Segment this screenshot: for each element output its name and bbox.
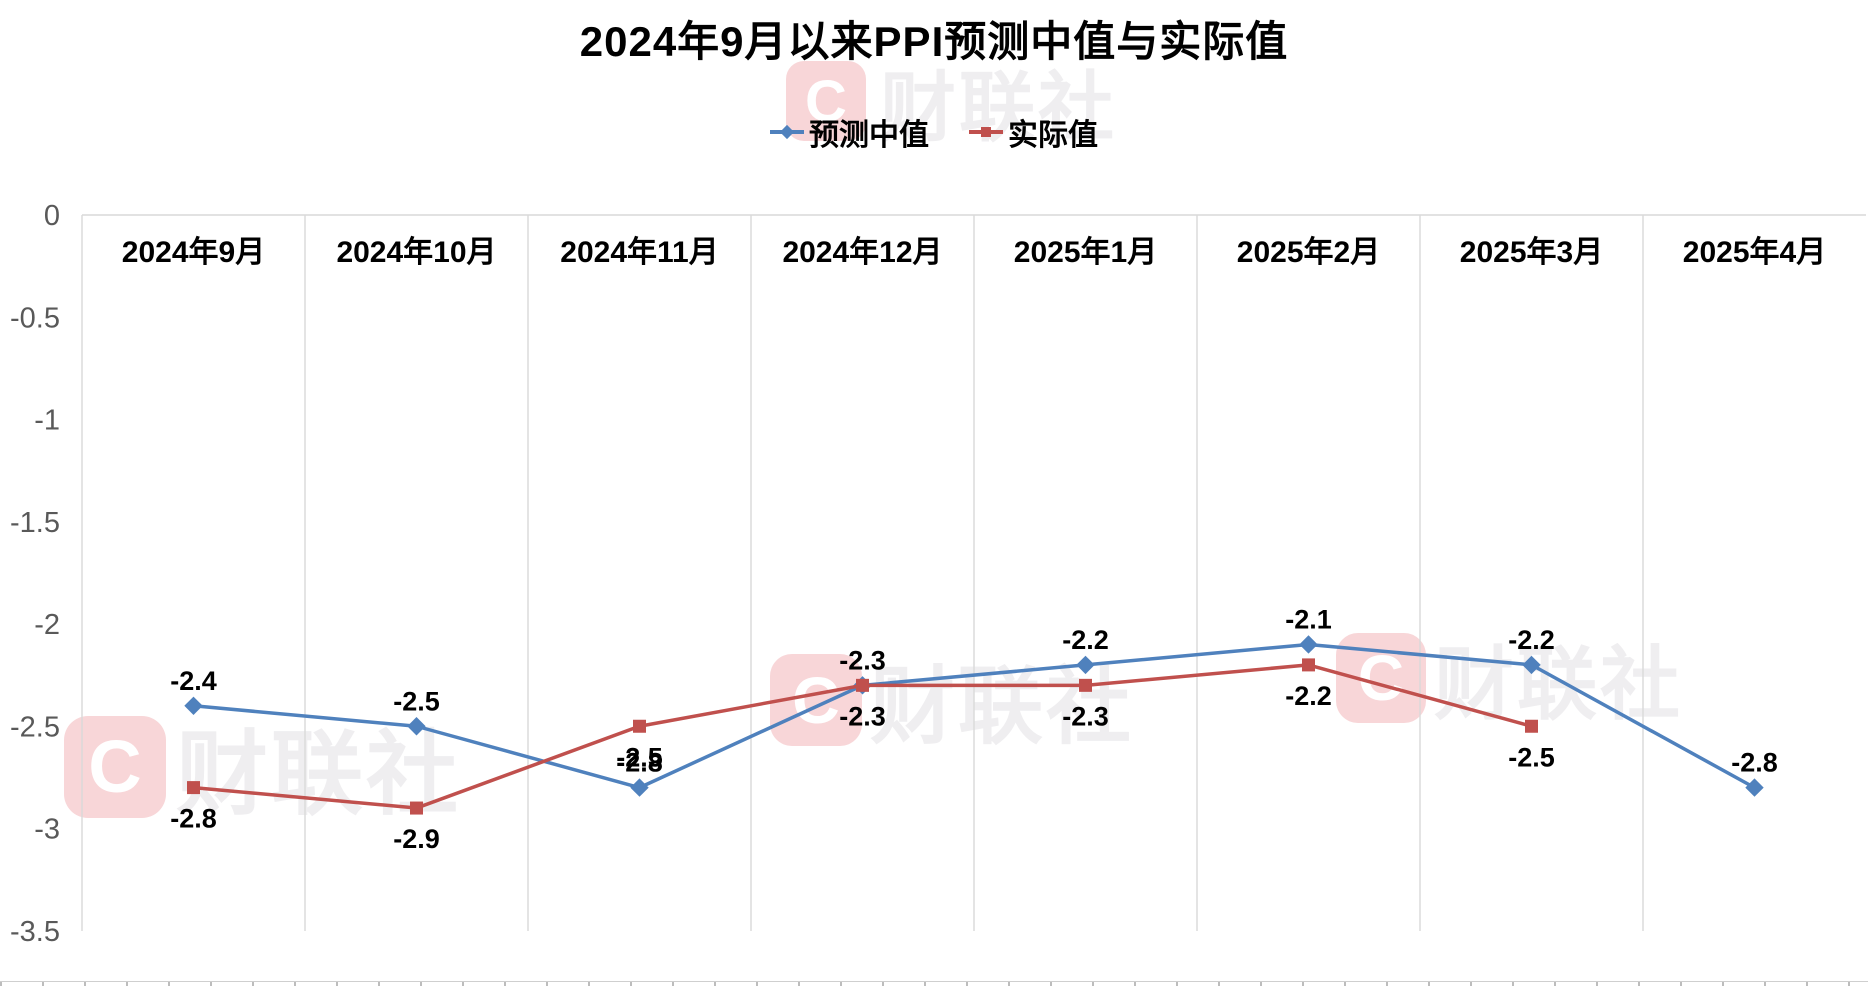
data-label: -2.1 — [1285, 604, 1332, 634]
category-label: 2025年2月 — [1237, 236, 1380, 269]
data-point-marker — [187, 781, 200, 795]
y-axis-tick-labels: 0 -0.5 -1 -1.5 -2 -2.5 -3 -3.5 — [10, 200, 60, 948]
legend-item-forecast: 预测中值 — [770, 110, 929, 154]
legend-item-actual: 实际值 — [969, 110, 1098, 154]
chart-legend: 预测中值 实际值 — [0, 112, 1868, 152]
data-point-marker — [1522, 655, 1541, 675]
data-label: -2.2 — [1285, 681, 1332, 711]
category-label: 2025年3月 — [1460, 236, 1603, 269]
series-预测中值: -2.4-2.5-2.8-2.3-2.2-2.1-2.2-2.8 — [170, 604, 1778, 797]
y-tick-label: -3 — [34, 814, 60, 846]
y-tick-label: -2 — [34, 609, 60, 641]
category-label: 2025年1月 — [1014, 236, 1157, 269]
legend-label-forecast: 预测中值 — [809, 119, 929, 152]
data-label: -2.5 — [616, 742, 663, 772]
category-label: 2024年9月 — [122, 236, 265, 269]
gridlines — [81, 214, 1866, 931]
actual-series-marker-icon — [969, 125, 1003, 139]
category-label: 2025年4月 — [1683, 236, 1826, 269]
data-label: -2.8 — [616, 748, 663, 778]
data-point-marker — [1745, 778, 1764, 797]
x-axis-category-labels: 2024年9月 2024年10月 2024年11月 2024年12月 2025年1月 20… — [122, 236, 1826, 269]
data-point-marker — [184, 696, 203, 715]
x-axis-line — [0, 981, 1868, 986]
data-label: -2.9 — [393, 824, 440, 854]
y-tick-label: 0 — [44, 200, 60, 232]
y-tick-label: -3.5 — [10, 916, 60, 948]
data-label: -2.2 — [1062, 625, 1109, 655]
data-label: -2.8 — [170, 804, 217, 834]
data-point-marker — [1525, 719, 1538, 733]
data-label: -2.3 — [1062, 701, 1109, 731]
data-label: -2.2 — [1508, 625, 1555, 655]
data-label: -2.3 — [839, 645, 886, 675]
y-tick-label: -0.5 — [10, 302, 60, 334]
data-point-marker — [407, 717, 426, 736]
category-label: 2024年10月 — [336, 236, 496, 269]
data-label: -2.3 — [839, 701, 886, 731]
data-label: -2.8 — [1731, 748, 1778, 778]
data-label: -2.5 — [393, 686, 440, 716]
chart-title: 2024年9月以来PPI预测中值与实际值 — [579, 18, 1289, 65]
category-label: 2024年12月 — [782, 236, 942, 269]
data-label: -2.4 — [170, 666, 217, 696]
y-tick-label: -2.5 — [10, 711, 60, 743]
data-point-marker — [1302, 658, 1315, 672]
y-tick-label: -1.5 — [10, 507, 60, 539]
data-point-marker — [856, 678, 869, 692]
data-point-marker — [1079, 678, 1092, 692]
data-point-marker — [1076, 655, 1095, 675]
series-实际值: -2.8 -2.9 -2.5 -2.3 -2.3 -2.2 -2.5 — [170, 658, 1555, 854]
legend-label-actual: 实际值 — [1008, 119, 1098, 152]
data-point-marker — [633, 719, 646, 733]
data-label: -2.5 — [1508, 742, 1555, 772]
category-label: 2024年11月 — [560, 236, 718, 269]
data-point-marker — [630, 778, 649, 797]
data-point-marker — [1299, 635, 1318, 654]
forecast-series-marker-icon — [770, 124, 804, 140]
y-tick-label: -1 — [34, 405, 60, 437]
data-point-marker — [410, 801, 423, 815]
